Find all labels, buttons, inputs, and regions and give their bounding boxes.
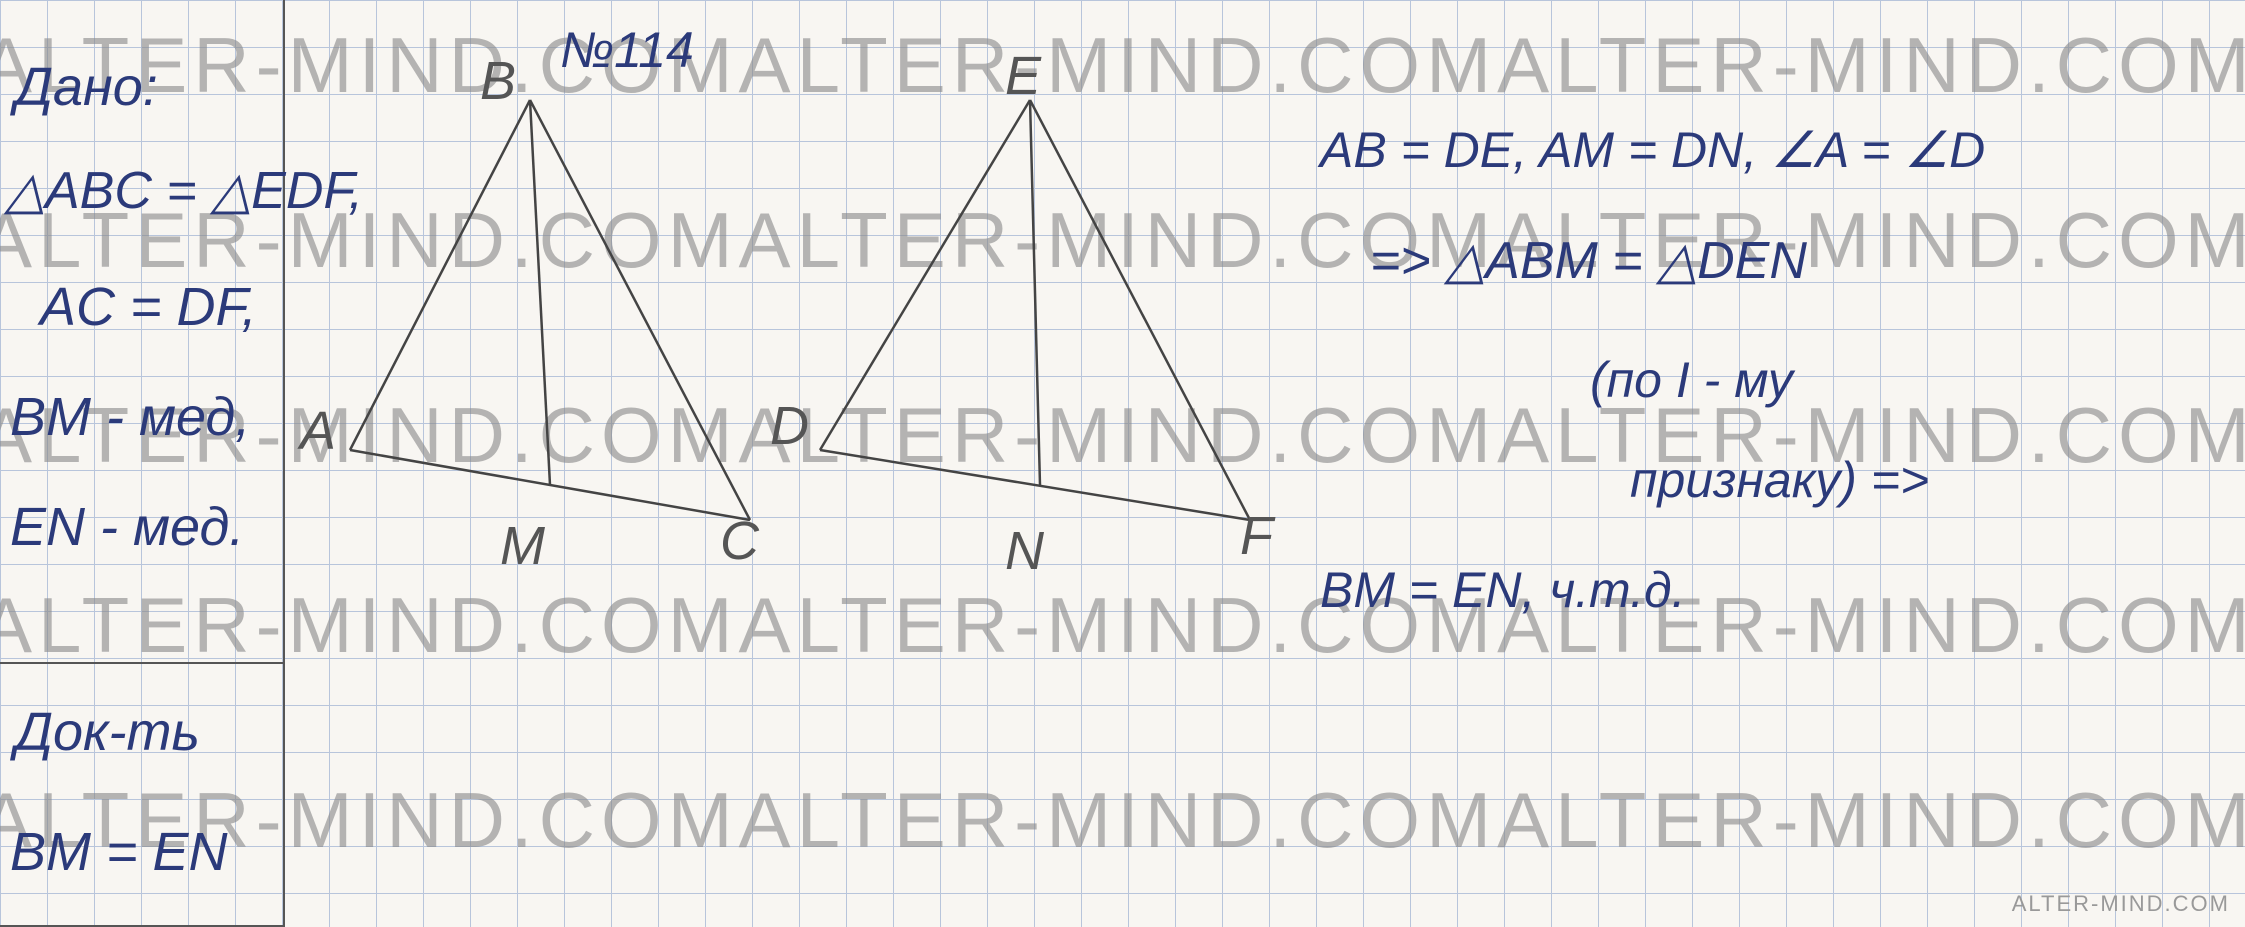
label-N: N [1005, 520, 1044, 582]
label-E: E [1005, 45, 1041, 107]
triangle-def [770, 80, 1290, 580]
label-B: B [480, 50, 516, 112]
given-line-2: AC = DF, [40, 275, 257, 340]
label-M: M [500, 515, 545, 577]
vertical-divider [283, 0, 285, 927]
watermark-corner: ALTER-MIND.COM [2012, 891, 2230, 917]
prove-title: Док-ть [15, 700, 200, 765]
label-C: C [720, 510, 759, 572]
triangle-abc [300, 80, 800, 580]
solution-line-1: AB = DE, AM = DN, ∠A = ∠D [1320, 120, 1985, 180]
watermark-row-4: ALTER-MIND.COMALTER-MIND.COMALTER-MIND.C… [0, 580, 2245, 671]
label-F: F [1240, 505, 1273, 567]
solution-line-4: признаку) => [1630, 450, 1929, 510]
prove-line: BM = EN [10, 820, 228, 885]
horizontal-divider-given [0, 662, 283, 664]
solution-line-3: (по I - му [1590, 350, 1793, 410]
given-title: Дано: [15, 55, 158, 120]
solution-line-5: BM = EN, ч.т.д. [1320, 560, 1686, 620]
given-line-4: EN - мед. [10, 495, 244, 560]
given-line-3: BM - мед, [10, 385, 250, 450]
watermark-row-5: ALTER-MIND.COMALTER-MIND.COMALTER-MIND.C… [0, 775, 2245, 866]
problem-number: №114 [560, 20, 694, 80]
solution-line-2: => △ABM = △DEN [1370, 230, 1807, 292]
label-D: D [770, 395, 809, 457]
label-A: A [300, 400, 336, 462]
